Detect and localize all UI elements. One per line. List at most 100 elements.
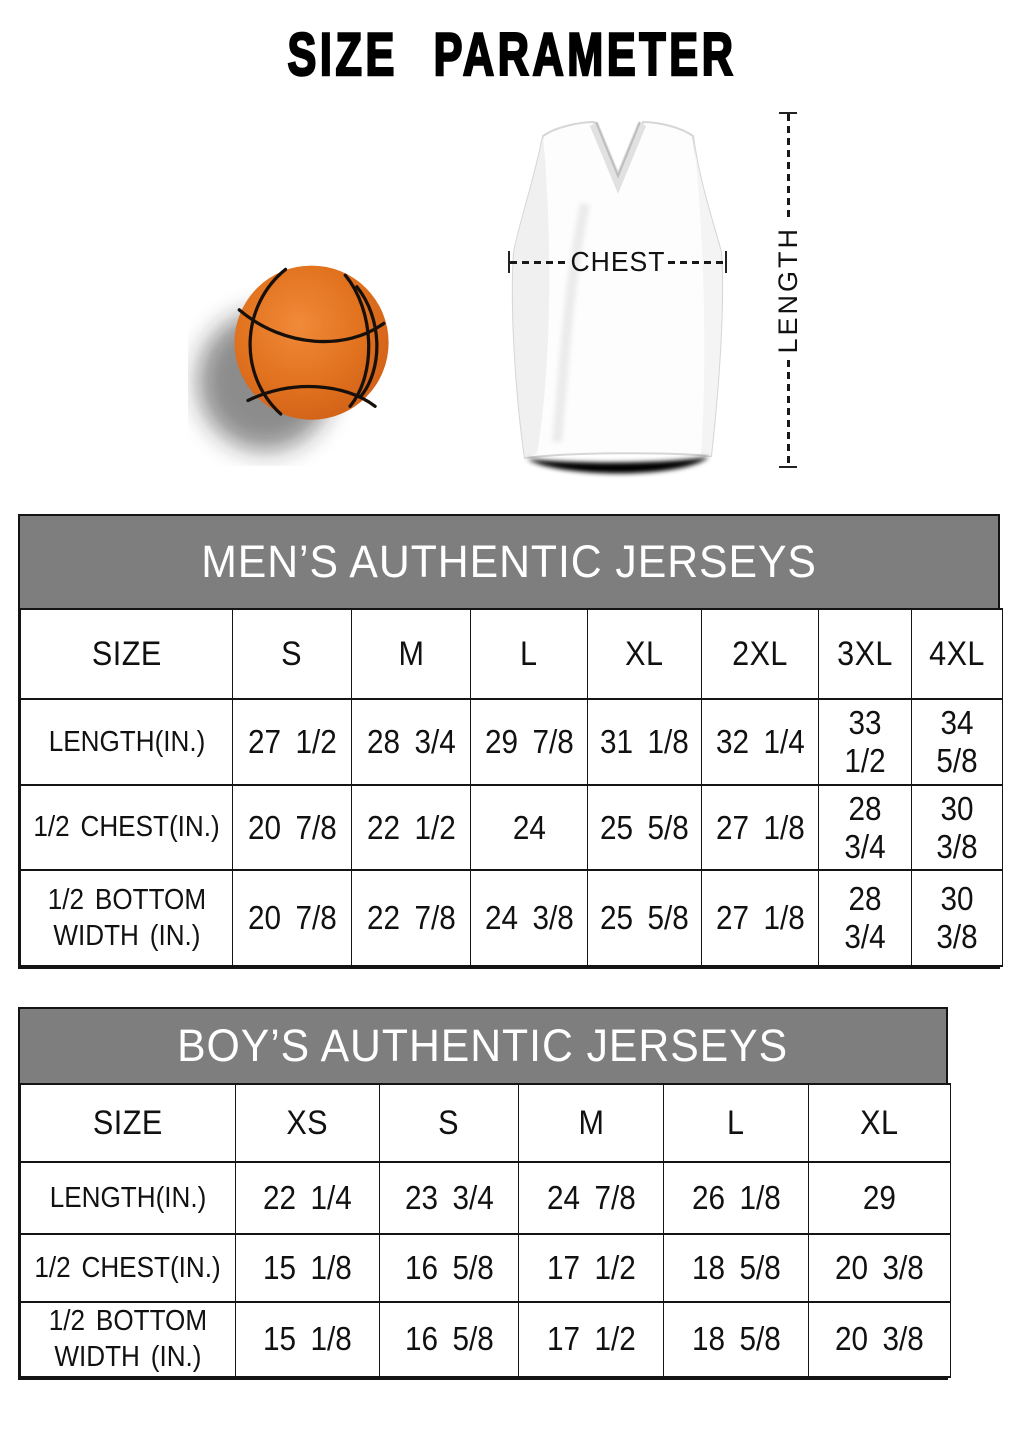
measurement-value: 25 5/8 <box>587 784 702 871</box>
size-option-header: S <box>379 1083 519 1163</box>
mens-size-table-section: MEN’S AUTHENTIC JERSEYS SIZE S M L XL 2XL 3XL 4… <box>18 514 1003 969</box>
measurement-value-text: 22 1/4 <box>263 1179 352 1216</box>
measurement-label-text: 1/2 CHEST(IN.) <box>33 811 220 844</box>
length-dimension-line: LENGTH <box>770 112 806 468</box>
size-option-header: L <box>663 1083 809 1163</box>
measurement-value: 22 7/8 <box>351 869 471 967</box>
chest-right-tick <box>725 251 727 273</box>
measurement-label-text: 1/2 CHEST(IN.) <box>34 1251 222 1284</box>
size-option-header: 4XL <box>911 608 1003 700</box>
chest-dimension-line: CHEST <box>508 243 727 281</box>
length-dash-bottom <box>786 359 790 466</box>
jersey-collar <box>589 122 647 194</box>
measurement-label: LENGTH(IN.) <box>20 1161 236 1235</box>
size-column-label: SIZE <box>20 1083 236 1163</box>
chest-dash-left <box>510 260 567 264</box>
measurement-value-text: 20 3/8 <box>835 1249 924 1286</box>
measurement-value: 28 3/4 <box>818 784 912 871</box>
size-option-header-text: L <box>727 1103 745 1142</box>
measurement-value-text: 24 7/8 <box>546 1179 636 1216</box>
length-label: LENGTH <box>772 226 803 354</box>
page-title: SIZE PARAMETER <box>287 20 737 90</box>
measurement-value: 22 1/2 <box>351 784 471 871</box>
size-header-row: SIZE S M L XL 2XL 3XL 4XL <box>20 608 1003 700</box>
size-option-header-text: XL <box>860 1103 899 1142</box>
measurement-label: 1/2 BOTTOM WIDTH (IN.) <box>20 1301 236 1378</box>
measurement-value-text: 25 5/8 <box>600 808 689 846</box>
size-option-header-text: L <box>520 634 538 673</box>
size-option-header-text: XS <box>286 1103 329 1142</box>
measurement-value: 24 7/8 <box>518 1161 664 1235</box>
size-option-header: S <box>232 608 352 700</box>
size-option-header: XL <box>587 608 702 700</box>
boys-size-table-section: BOY’S AUTHENTIC JERSEYS SIZE XS S M L XL LENGT… <box>18 1007 951 1380</box>
size-column-label-text: SIZE <box>93 1103 163 1142</box>
measurement-value-text: 25 5/8 <box>600 899 689 936</box>
size-option-header: L <box>470 608 588 700</box>
measurement-value-text: 17 1/2 <box>546 1320 636 1358</box>
mens-table-title-bar: MEN’S AUTHENTIC JERSEYS <box>20 516 998 608</box>
measurement-value: 22 1/4 <box>235 1161 380 1235</box>
measurement-row: 1/2 CHEST(IN.) 15 1/8 16 5/8 17 1/2 18 5/8 20… <box>20 1233 951 1303</box>
measurement-value: 24 <box>470 784 588 871</box>
jersey-collar-line <box>595 121 641 179</box>
measurement-row: 1/2 BOTTOM WIDTH (IN.) 20 7/8 22 7/8 24 3/8… <box>20 869 1003 967</box>
size-option-header-text: S <box>438 1103 460 1142</box>
length-top-tick <box>779 112 797 114</box>
measurement-value: 18 5/8 <box>663 1233 809 1303</box>
measurement-value: 28 3/4 <box>818 869 912 967</box>
boys-table-title: BOY’S AUTHENTIC JERSEYS <box>177 1020 789 1071</box>
measurement-value: 30 3/8 <box>911 869 1003 967</box>
measurement-value-text: 20 7/8 <box>247 808 337 846</box>
size-option-header-text: XL <box>625 634 664 673</box>
measurement-value-text: 17 1/2 <box>546 1249 636 1286</box>
size-option-header: M <box>518 1083 664 1163</box>
measurement-value-text: 23 3/4 <box>404 1179 494 1216</box>
size-option-header: 2XL <box>701 608 819 700</box>
measurement-value-text: 22 1/2 <box>366 808 456 846</box>
measurement-value: 29 <box>808 1161 951 1235</box>
measurement-label: 1/2 CHEST(IN.) <box>20 784 233 871</box>
size-option-header-text: 4XL <box>929 634 985 673</box>
measurement-value: 30 3/8 <box>911 784 1003 871</box>
measurement-value: 24 3/8 <box>470 869 588 967</box>
measurement-value-text: 28 3/4 <box>366 723 456 760</box>
size-option-header-text: 3XL <box>837 634 893 673</box>
measurement-value-text: 16 5/8 <box>404 1320 494 1358</box>
measurement-value-text: 15 1/8 <box>263 1320 352 1358</box>
measurement-value: 17 1/2 <box>518 1233 664 1303</box>
size-option-header: 3XL <box>818 608 912 700</box>
size-option-header: XL <box>808 1083 951 1163</box>
jersey-hem-shadow <box>527 457 709 474</box>
size-column-label: SIZE <box>20 608 233 700</box>
measurement-value-text: 20 7/8 <box>247 899 337 936</box>
measurement-row: 1/2 CHEST(IN.) 20 7/8 22 1/2 24 25 5/8 27 1/8… <box>20 784 1003 871</box>
size-option-header-text: M <box>578 1103 604 1142</box>
measurement-value-text: 27 1/8 <box>715 808 805 846</box>
measurement-value: 18 5/8 <box>663 1301 809 1378</box>
jersey-shade-right <box>693 136 723 456</box>
size-option-header: M <box>351 608 471 700</box>
measurement-value: 31 1/8 <box>587 698 702 786</box>
measurement-value: 32 1/4 <box>701 698 819 786</box>
measurement-value-text: 32 1/4 <box>715 723 805 760</box>
measurement-value-text: 15 1/8 <box>263 1249 352 1286</box>
chest-left-tick <box>508 251 510 273</box>
measurement-label-text: 1/2 BOTTOM WIDTH (IN.) <box>48 1305 208 1374</box>
mens-size-table: SIZE S M L XL 2XL 3XL 4XL LENGTH(IN.) 27 1/2 28 3/… <box>20 608 1003 967</box>
chest-label: CHEST <box>570 246 665 277</box>
measurement-value-text: 27 1/2 <box>247 723 337 760</box>
size-option-header: XS <box>235 1083 380 1163</box>
measurement-value: 28 3/4 <box>351 698 471 786</box>
measurement-value-text: 20 3/8 <box>835 1320 924 1358</box>
measurement-label-text: LENGTH(IN.) <box>49 1181 207 1214</box>
measurement-value: 25 5/8 <box>587 869 702 967</box>
measurement-value-text: 28 3/4 <box>844 880 886 955</box>
measurement-value-text: 16 5/8 <box>404 1249 494 1286</box>
measurement-row: LENGTH(IN.) 22 1/4 23 3/4 24 7/8 26 1/8 29 <box>20 1161 951 1235</box>
boys-size-table: SIZE XS S M L XL LENGTH(IN.) 22 1/4 23 3/4 24 7/8… <box>20 1083 951 1378</box>
measurement-value-text: 33 1/2 <box>844 704 886 779</box>
measurement-value: 33 1/2 <box>818 698 912 786</box>
measurement-row: LENGTH(IN.) 27 1/2 28 3/4 29 7/8 31 1/8 32 1/… <box>20 698 1003 786</box>
basketball-icon <box>197 265 389 451</box>
